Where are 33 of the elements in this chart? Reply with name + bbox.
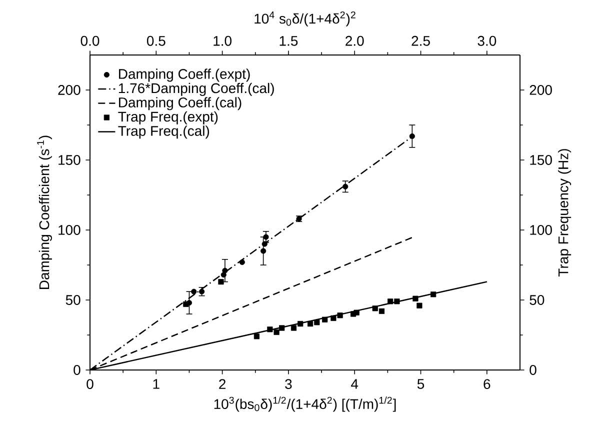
legend-label: Damping Coeff.(expt)	[119, 68, 250, 82]
y-tick-label: 0	[74, 365, 80, 375]
x2-axis-title: 10$^{4}$ s$_{0}$δ/(1+4δ$^{2}$)$^{2}$	[254, 11, 356, 26]
text: 10$^{3}$(bs$_{0}$δ)$^{1/2}$/(1+4δ$^{2}$) [(T/m)$^{1/2}$]	[214, 396, 396, 412]
legend-label: 1.76*Damping Coeff.(cal)	[118, 82, 274, 96]
x2-tick-label: 2.5	[412, 36, 430, 46]
x2-tick-label: 3.0	[478, 36, 496, 46]
y-tick-label: 150	[58, 155, 80, 165]
x2-tick-label: 0.0	[80, 36, 100, 46]
x-tick-label: 0	[86, 379, 94, 390]
x-tick-label: 1	[153, 379, 160, 389]
legend-label: Trap Freq.(expt)	[118, 111, 218, 124]
y-tick-label: 50	[66, 295, 80, 305]
x2-tick-label: 0.5	[146, 36, 166, 46]
x-tick-label: 5	[417, 379, 424, 389]
legend-label: Trap Freq.(cal)	[118, 126, 210, 139]
y-tick-label: 200	[58, 85, 80, 95]
y2-tick-label: 100	[530, 225, 552, 235]
y2-tick-label: 0	[530, 365, 536, 375]
x2-tick-label: 2.0	[346, 36, 364, 46]
x2-tick-label: 1.5	[280, 36, 298, 46]
y-tick-label: 100	[58, 225, 80, 235]
y2-tick-label: 50	[530, 295, 544, 305]
x-tick-label: 2	[219, 379, 226, 389]
x-tick-label: 6	[484, 379, 490, 390]
x-tick-label: 3	[285, 379, 292, 390]
legend-label: Damping Coeff.(cal)	[119, 97, 242, 110]
y2-tick-label: 150	[530, 155, 552, 165]
y-axis-title: Damping Coefficient (s$^{-1}$)	[37, 136, 52, 289]
x2-tick-label: 1.0	[214, 36, 232, 46]
y2-tick-label: 200	[530, 85, 552, 95]
x-tick-label: 4	[351, 379, 358, 389]
y2-axis-title: Trap Frequency (Hz)	[558, 149, 572, 276]
